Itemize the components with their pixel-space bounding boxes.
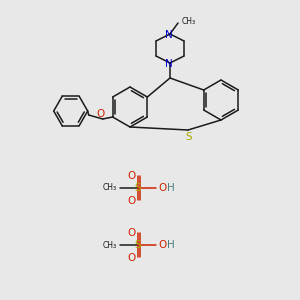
Text: O: O bbox=[97, 109, 105, 119]
Text: O: O bbox=[158, 240, 166, 250]
Text: N: N bbox=[165, 30, 173, 40]
Text: O: O bbox=[158, 183, 166, 193]
Text: H: H bbox=[167, 183, 175, 193]
Text: CH₃: CH₃ bbox=[103, 241, 117, 250]
Text: CH₃: CH₃ bbox=[103, 184, 117, 193]
Text: O: O bbox=[127, 228, 135, 238]
Text: S: S bbox=[135, 240, 141, 250]
Text: CH₃: CH₃ bbox=[182, 16, 196, 26]
Text: S: S bbox=[135, 183, 141, 193]
Text: N: N bbox=[165, 59, 173, 69]
Text: O: O bbox=[127, 196, 135, 206]
Text: O: O bbox=[127, 171, 135, 181]
Text: H: H bbox=[167, 240, 175, 250]
Text: O: O bbox=[127, 253, 135, 263]
Text: S: S bbox=[186, 132, 192, 142]
